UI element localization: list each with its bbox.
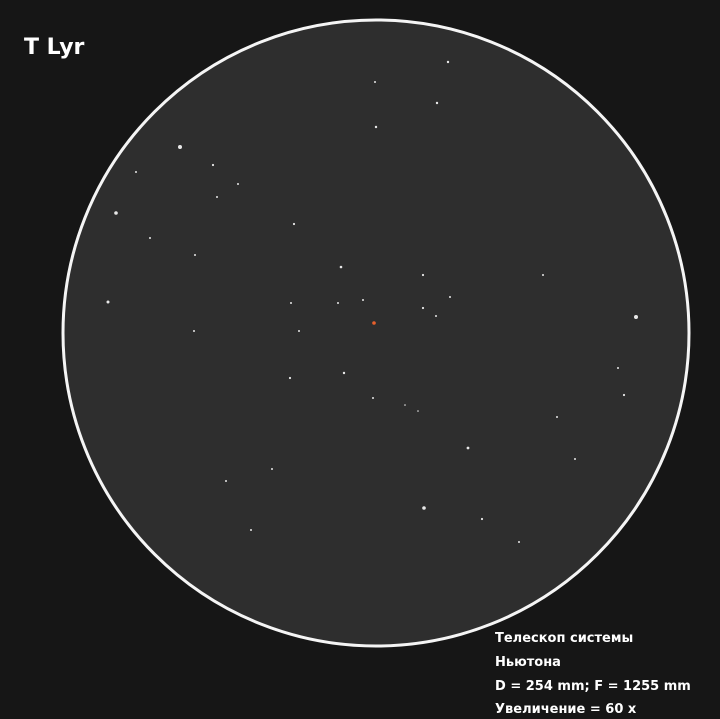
- star: [216, 196, 218, 198]
- star: [107, 301, 110, 304]
- star: [447, 61, 449, 63]
- star: [135, 171, 137, 173]
- star: [340, 266, 343, 269]
- caption-line: Телескоп системы: [495, 631, 633, 646]
- star: [404, 404, 406, 406]
- star: [574, 458, 576, 460]
- star: [518, 541, 520, 543]
- star: [372, 397, 374, 399]
- star: [337, 302, 339, 304]
- star: [436, 102, 438, 104]
- star: [542, 274, 544, 276]
- caption-line: D = 254 mm; F = 1255 mm: [495, 679, 691, 694]
- star: [178, 145, 182, 149]
- caption-line: Увеличение = 60 x: [495, 702, 637, 717]
- title: T Lyr: [24, 35, 85, 60]
- star: [417, 410, 419, 412]
- star: [362, 299, 364, 301]
- star: [289, 377, 291, 379]
- star: [250, 529, 252, 531]
- star: [212, 164, 214, 166]
- telescope-view: T Lyr Телескоп системы Ньютона D = 254 m…: [0, 0, 720, 719]
- star: [422, 307, 424, 309]
- star: [623, 394, 625, 396]
- star: [374, 81, 376, 83]
- star: [375, 126, 377, 128]
- star: [422, 274, 424, 276]
- star: [634, 315, 638, 319]
- star: [556, 416, 558, 418]
- star: [343, 372, 345, 374]
- star: [422, 506, 426, 510]
- page: T Lyr Телескоп системы Ньютона D = 254 m…: [0, 0, 720, 719]
- caption-line: Ньютона: [495, 655, 561, 670]
- star: [225, 480, 227, 482]
- star: [193, 330, 195, 332]
- star: [481, 518, 483, 520]
- star: [237, 183, 239, 185]
- star: [271, 468, 273, 470]
- star: [435, 315, 437, 317]
- star: [467, 447, 470, 450]
- star: [194, 254, 196, 256]
- star: [290, 302, 292, 304]
- star: [114, 211, 118, 215]
- star: [617, 367, 619, 369]
- star: [149, 237, 151, 239]
- target-star: [372, 321, 376, 325]
- star: [293, 223, 295, 225]
- star: [298, 330, 300, 332]
- field-of-view: [63, 20, 689, 646]
- star: [449, 296, 451, 298]
